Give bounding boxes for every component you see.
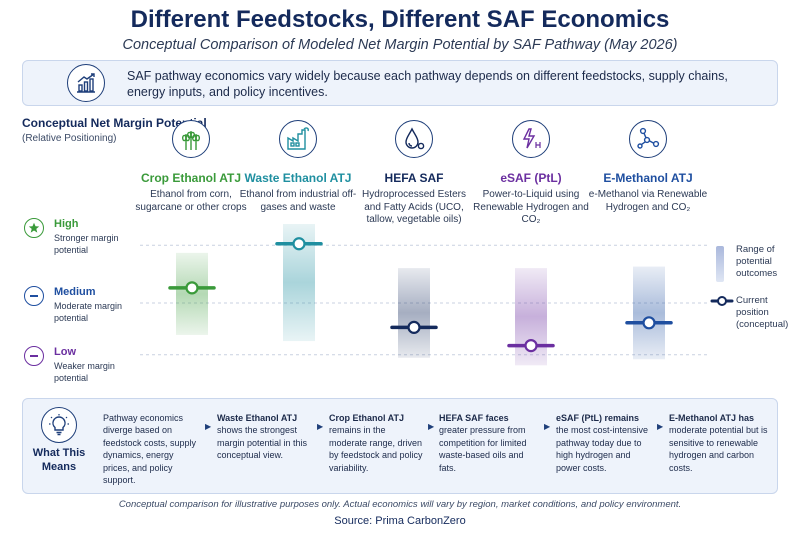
means-item-bold: E-Methanol ATJ has bbox=[669, 413, 755, 423]
wheat-icon bbox=[172, 120, 210, 158]
means-item-text: Pathway economics diverge based on feeds… bbox=[103, 413, 197, 486]
factory-icon bbox=[279, 120, 317, 158]
means-item-text: remains in the moderate range, driven by… bbox=[329, 425, 423, 473]
pathway-desc: e-Methanol via Renewable Hydrogen and CO… bbox=[588, 189, 708, 213]
minus-icon bbox=[24, 286, 44, 306]
means-item-text: the most cost-intensive pathway today du… bbox=[556, 425, 649, 473]
star-icon bbox=[24, 218, 44, 238]
means-item: E-Methanol ATJ has moderate potential bu… bbox=[669, 412, 769, 474]
means-item-bold: eSAF (PtL) remains bbox=[556, 413, 640, 423]
legend-current-marker bbox=[710, 296, 734, 306]
pathway-desc: Hydroprocessed Esters and Fatty Acids (U… bbox=[362, 189, 466, 225]
legend-range-label: Range of potential outcomes bbox=[736, 244, 792, 280]
pathway-desc: Ethanol from industrial off-gases and wa… bbox=[239, 189, 357, 213]
range-bar bbox=[176, 252, 208, 335]
current-position-point bbox=[185, 281, 199, 295]
current-position-point bbox=[407, 320, 421, 334]
pathway-desc: Ethanol from corn, sugarcane or other cr… bbox=[135, 189, 247, 213]
what-this-means-label: What This Means bbox=[32, 447, 86, 473]
range-bar bbox=[283, 224, 315, 342]
means-item: eSAF (PtL) remains the most cost-intensi… bbox=[556, 412, 652, 474]
current-position-point bbox=[524, 339, 538, 353]
pathway-name: Waste Ethanol ATJ bbox=[244, 171, 352, 185]
range-bar bbox=[515, 268, 547, 366]
arrow-right-icon: ▶ bbox=[544, 422, 551, 431]
chart-growth-icon bbox=[67, 64, 105, 102]
intro-text: SAF pathway economics vary widely becaus… bbox=[127, 69, 728, 99]
arrow-right-icon: ▶ bbox=[317, 422, 324, 431]
means-item: Crop Ethanol ATJ remains in the moderate… bbox=[329, 412, 425, 474]
what-this-means-panel: What This Means Pathway economics diverg… bbox=[22, 398, 778, 494]
level-high-name: High bbox=[54, 218, 79, 230]
means-item: Waste Ethanol ATJ shows the strongest ma… bbox=[217, 412, 313, 462]
legend-current-text: Current position (conceptual) bbox=[736, 295, 789, 330]
means-item-bold: Waste Ethanol ATJ bbox=[217, 413, 298, 423]
legend-range-swatch bbox=[716, 246, 724, 282]
pathway-desc: Power-to-Liquid using Renewable Hydrogen… bbox=[473, 189, 589, 225]
means-item: HEFA SAF faces greater pressure from com… bbox=[439, 412, 539, 474]
page-title: Different Feedstocks, Different SAF Econ… bbox=[130, 6, 670, 33]
level-low-desc: Weaker margin potential bbox=[54, 361, 115, 383]
level-medium-desc: Moderate margin potential bbox=[54, 301, 123, 323]
arrow-right-icon: ▶ bbox=[205, 422, 212, 431]
means-item-text: shows the strongest margin potential in … bbox=[217, 425, 308, 461]
page-subtitle: Conceptual Comparison of Modeled Net Mar… bbox=[122, 37, 678, 53]
arrow-right-icon: ▶ bbox=[428, 422, 435, 431]
legend-range-text: Range of potential outcomes bbox=[736, 244, 778, 279]
means-item: Pathway economics diverge based on feeds… bbox=[103, 412, 198, 486]
axis-subtitle: (Relative Positioning) bbox=[22, 133, 117, 144]
means-item-bold: HEFA SAF faces bbox=[439, 413, 509, 423]
power-hydrogen-icon bbox=[512, 120, 550, 158]
legend-current-label: Current position (conceptual) bbox=[736, 295, 794, 331]
oil-drop-icon bbox=[395, 120, 433, 158]
axis-title: Conceptual Net Margin Potential bbox=[22, 116, 207, 130]
level-medium-name: Medium bbox=[54, 286, 96, 298]
means-item-text: moderate potential but is sensitive to r… bbox=[669, 425, 768, 473]
current-position-point bbox=[292, 237, 306, 251]
minus-icon bbox=[24, 346, 44, 366]
molecule-icon bbox=[629, 120, 667, 158]
level-low-name: Low bbox=[54, 346, 76, 358]
pathway-name: eSAF (PtL) bbox=[500, 171, 562, 185]
arrow-right-icon: ▶ bbox=[657, 422, 664, 431]
intro-banner: SAF pathway economics vary widely becaus… bbox=[22, 60, 778, 106]
pathway-name: E-Methanol ATJ bbox=[603, 171, 693, 185]
means-item-bold: Crop Ethanol ATJ bbox=[329, 413, 404, 423]
range-bar bbox=[398, 268, 430, 358]
range-bar bbox=[633, 266, 665, 360]
lightbulb-icon bbox=[41, 407, 77, 443]
pathway-name: HEFA SAF bbox=[384, 171, 444, 185]
means-item-text: greater pressure from competition for li… bbox=[439, 425, 527, 473]
current-position-point bbox=[642, 316, 656, 330]
source-line: Source: Prima CarbonZero bbox=[334, 515, 466, 527]
pathway-name: Crop Ethanol ATJ bbox=[141, 171, 241, 185]
footnote: Conceptual comparison for illustrative p… bbox=[118, 499, 682, 510]
level-high-desc: Stronger margin potential bbox=[54, 233, 119, 255]
